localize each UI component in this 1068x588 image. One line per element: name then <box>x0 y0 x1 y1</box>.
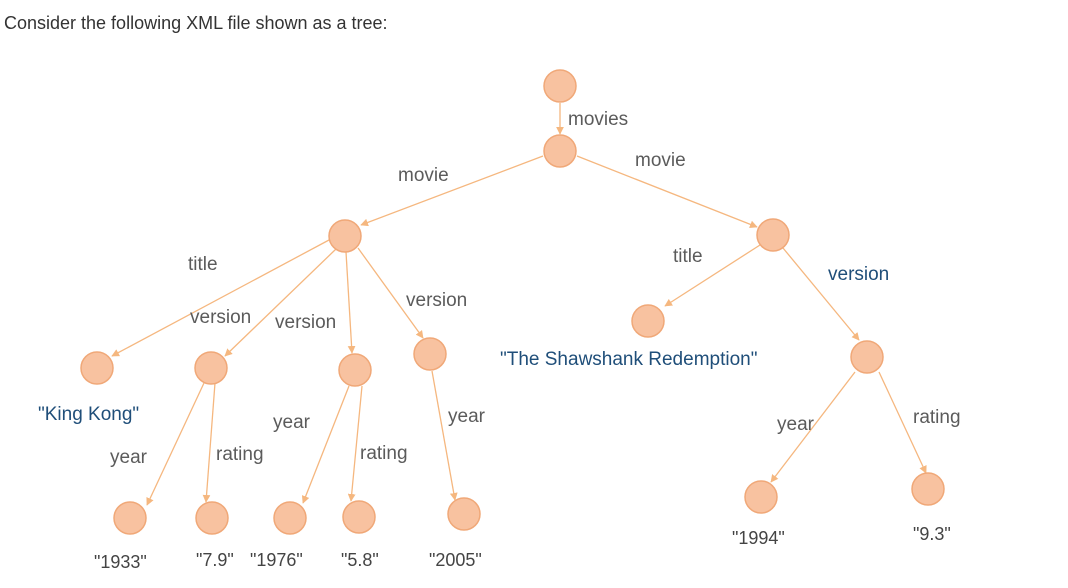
edge-version1-year <box>146 382 205 506</box>
node-version-1-2 <box>338 353 372 387</box>
tree-nodes <box>80 69 945 535</box>
node-movies <box>543 134 577 168</box>
edge-version-year <box>770 371 856 483</box>
node-year-2005 <box>447 497 481 531</box>
edge-movie1-version3 <box>357 247 424 339</box>
label-rating-1-2: rating <box>360 443 408 464</box>
label-movie-2: movie <box>635 150 686 171</box>
edge-movies-movie1 <box>360 155 544 227</box>
edge-version1-rating <box>202 382 216 503</box>
edge-movies-movie2 <box>576 155 758 229</box>
edge-labels: movies movie movie title version version… <box>110 109 961 468</box>
edge-version3-year <box>431 370 458 501</box>
edge-version-rating <box>878 371 927 474</box>
node-version-1-3 <box>413 337 447 371</box>
node-year-1976 <box>273 501 307 535</box>
value-1976: "1976" <box>250 550 303 570</box>
edge-movie1-title <box>111 239 330 357</box>
edge-movie2-title <box>664 244 761 307</box>
label-year-2: year <box>777 414 815 435</box>
label-version-1-1: version <box>190 307 251 328</box>
node-root <box>543 69 577 103</box>
label-version-2: version <box>828 264 889 285</box>
label-title-2: title <box>673 246 703 267</box>
tree-edges <box>111 103 927 506</box>
node-title-1 <box>80 351 114 385</box>
label-rating-2: rating <box>913 407 961 428</box>
label-movies: movies <box>568 109 628 130</box>
value-2005: "2005" <box>429 550 482 570</box>
label-year-1-3: year <box>448 406 486 427</box>
value-king-kong: "King Kong" <box>38 404 139 425</box>
node-version-1-1 <box>194 351 228 385</box>
leaf-values: "King Kong" "The Shawshank Redemption" "… <box>38 349 951 572</box>
label-title-1: title <box>188 254 218 275</box>
node-year-1994 <box>744 480 778 514</box>
label-year-1-1: year <box>110 447 148 468</box>
value-1994: "1994" <box>732 528 785 548</box>
node-rating-9-3 <box>911 472 945 506</box>
label-version-1-3: version <box>406 290 467 311</box>
edge-movie1-version2 <box>345 251 356 354</box>
edge-version2-rating <box>347 385 363 502</box>
node-movie-1 <box>328 219 362 253</box>
question-text: Consider the following XML file shown as… <box>4 13 388 33</box>
value-1933: "1933" <box>94 552 147 572</box>
node-title-2 <box>631 304 665 338</box>
edge-movie1-version1 <box>224 248 337 357</box>
node-movie-2 <box>756 218 790 252</box>
node-year-1933 <box>113 501 147 535</box>
value-7-9: "7.9" <box>196 550 234 570</box>
value-shawshank: "The Shawshank Redemption" <box>500 349 757 370</box>
value-5-8: "5.8" <box>341 550 379 570</box>
label-rating-1-1: rating <box>216 444 264 465</box>
node-rating-5-8 <box>342 500 376 534</box>
label-version-1-2: version <box>275 312 336 333</box>
label-movie-1: movie <box>398 165 449 186</box>
node-version-2 <box>850 340 884 374</box>
value-9-3: "9.3" <box>913 524 951 544</box>
edge-movie2-version <box>782 247 860 341</box>
edge-version2-year <box>301 385 350 504</box>
node-rating-7-9 <box>195 501 229 535</box>
label-year-1-2: year <box>273 412 311 433</box>
